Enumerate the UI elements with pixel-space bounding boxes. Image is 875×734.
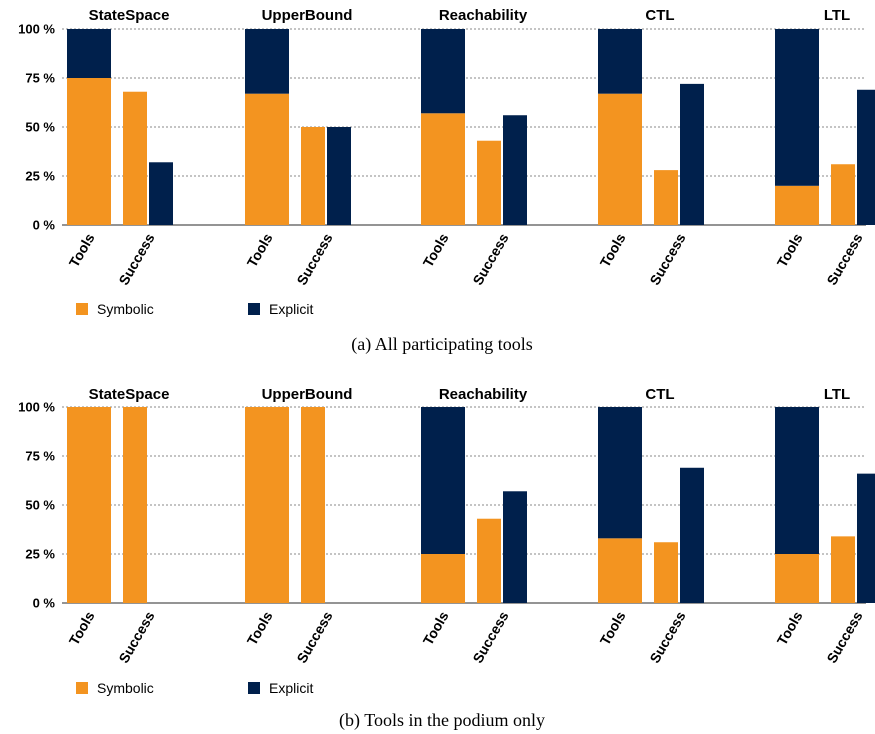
bars	[67, 407, 875, 603]
legend-label-explicit: Explicit	[269, 301, 313, 317]
x-label-tools: Tools	[244, 608, 276, 648]
bar-tools-explicit-ltl	[775, 407, 819, 554]
bar-tools-symbolic-ltl	[775, 554, 819, 603]
x-label-success: Success	[469, 230, 511, 287]
bar-success-explicit-upperbound	[327, 127, 351, 225]
x-label-success: Success	[646, 230, 688, 287]
bar-tools-explicit-ctl	[598, 29, 642, 94]
bar-success-symbolic-reachability	[477, 140, 501, 225]
x-label-success: Success	[823, 608, 865, 665]
bar-tools-symbolic-statespace	[67, 407, 111, 603]
group-titles: StateSpace UpperBound Reachability CTL LTL	[89, 7, 851, 24]
group-titles: StateSpace UpperBound Reachability CTL LTL	[89, 386, 851, 403]
bar-tools-symbolic-reachability	[421, 554, 465, 603]
bar-tools-symbolic-ctl	[598, 93, 642, 226]
bar-success-explicit-ctl	[680, 83, 704, 225]
x-label-tools: Tools	[66, 608, 98, 648]
y-tick-label: 0 %	[33, 596, 56, 611]
x-label-success: Success	[293, 608, 335, 665]
legend-swatch-symbolic	[76, 303, 88, 315]
x-tick-labels: Tools Success Tools Success Tools Success Tool…	[66, 608, 866, 665]
y-tick-label: 0 %	[33, 218, 56, 233]
group-title-upperbound: UpperBound	[262, 386, 353, 403]
bar-success-symbolic-statespace	[123, 91, 147, 225]
bars	[67, 29, 875, 226]
bar-tools-symbolic-upperbound	[245, 407, 289, 603]
legend-label-symbolic: Symbolic	[97, 680, 154, 696]
x-label-success: Success	[646, 608, 688, 665]
legend: Symbolic Explicit	[76, 301, 313, 317]
bar-success-symbolic-upperbound	[301, 127, 325, 225]
bar-success-symbolic-statespace	[123, 407, 147, 603]
y-tick-label: 25 %	[25, 169, 55, 184]
group-title-statespace: StateSpace	[89, 7, 170, 24]
bar-tools-symbolic-statespace	[67, 78, 111, 225]
x-label-tools: Tools	[774, 230, 806, 270]
group-title-upperbound: UpperBound	[262, 7, 353, 24]
x-label-success: Success	[469, 608, 511, 665]
bar-tools-symbolic-upperbound	[245, 93, 289, 226]
caption: (b) Tools in the podium only	[339, 710, 545, 731]
x-label-tools: Tools	[420, 230, 452, 270]
x-label-tools: Tools	[244, 230, 276, 270]
chart-panel-b: StateSpace UpperBound Reachability CTL LTL 0…	[18, 386, 875, 731]
bar-success-explicit-reachability	[503, 115, 527, 225]
y-tick-label: 25 %	[25, 547, 55, 562]
x-label-tools: Tools	[597, 608, 629, 648]
y-tick-labels: 0 % 25 % 50 % 75 % 100 %	[18, 22, 55, 233]
legend-label-explicit: Explicit	[269, 680, 313, 696]
legend-label-symbolic: Symbolic	[97, 301, 154, 317]
group-title-reachability: Reachability	[439, 7, 528, 24]
bar-tools-symbolic-ctl	[598, 538, 642, 603]
x-label-tools: Tools	[420, 608, 452, 648]
x-label-success: Success	[115, 608, 157, 665]
x-label-success: Success	[823, 230, 865, 287]
bar-tools-explicit-statespace	[67, 29, 111, 78]
bar-tools-explicit-reachability	[421, 29, 465, 114]
group-title-ctl: CTL	[645, 7, 674, 24]
legend-swatch-explicit	[248, 682, 260, 694]
group-title-reachability: Reachability	[439, 386, 528, 403]
bar-success-symbolic-reachability	[477, 518, 501, 603]
y-tick-label: 50 %	[25, 498, 55, 513]
bar-tools-explicit-upperbound	[245, 29, 289, 94]
bar-tools-explicit-ltl	[775, 29, 819, 186]
bar-success-explicit-ltl	[857, 89, 875, 225]
y-tick-label: 75 %	[25, 449, 55, 464]
group-title-ltl: LTL	[824, 7, 850, 24]
y-tick-label: 100 %	[18, 400, 55, 415]
y-tick-label: 75 %	[25, 71, 55, 86]
bar-success-symbolic-ltl	[831, 536, 855, 603]
legend-swatch-explicit	[248, 303, 260, 315]
group-title-statespace: StateSpace	[89, 386, 170, 403]
x-label-tools: Tools	[66, 230, 98, 270]
x-tick-labels: Tools Success Tools Success Tools Success Tool…	[66, 230, 866, 287]
x-label-tools: Tools	[774, 608, 806, 648]
bar-success-explicit-ctl	[680, 467, 704, 603]
bar-success-explicit-statespace	[149, 162, 173, 225]
bar-tools-explicit-ctl	[598, 407, 642, 539]
y-tick-label: 50 %	[25, 120, 55, 135]
bar-success-symbolic-upperbound	[301, 407, 325, 603]
caption: (a) All participating tools	[351, 334, 532, 355]
group-title-ctl: CTL	[645, 386, 674, 403]
legend: Symbolic Explicit	[76, 680, 313, 696]
bar-success-symbolic-ctl	[654, 170, 678, 225]
x-label-success: Success	[293, 230, 335, 287]
bar-success-explicit-ltl	[857, 473, 875, 603]
bar-success-symbolic-ctl	[654, 542, 678, 603]
y-tick-labels: 0 % 25 % 50 % 75 % 100 %	[18, 400, 55, 611]
group-title-ltl: LTL	[824, 386, 850, 403]
bar-tools-symbolic-reachability	[421, 113, 465, 225]
x-label-tools: Tools	[597, 230, 629, 270]
bar-tools-explicit-reachability	[421, 407, 465, 554]
chart-panel-a: StateSpace UpperBound Reachability CTL LTL 0…	[18, 7, 875, 355]
x-label-success: Success	[115, 230, 157, 287]
bar-tools-symbolic-ltl	[775, 185, 819, 225]
bar-success-explicit-reachability	[503, 491, 527, 603]
y-tick-label: 100 %	[18, 22, 55, 37]
legend-swatch-symbolic	[76, 682, 88, 694]
bar-success-symbolic-ltl	[831, 164, 855, 225]
